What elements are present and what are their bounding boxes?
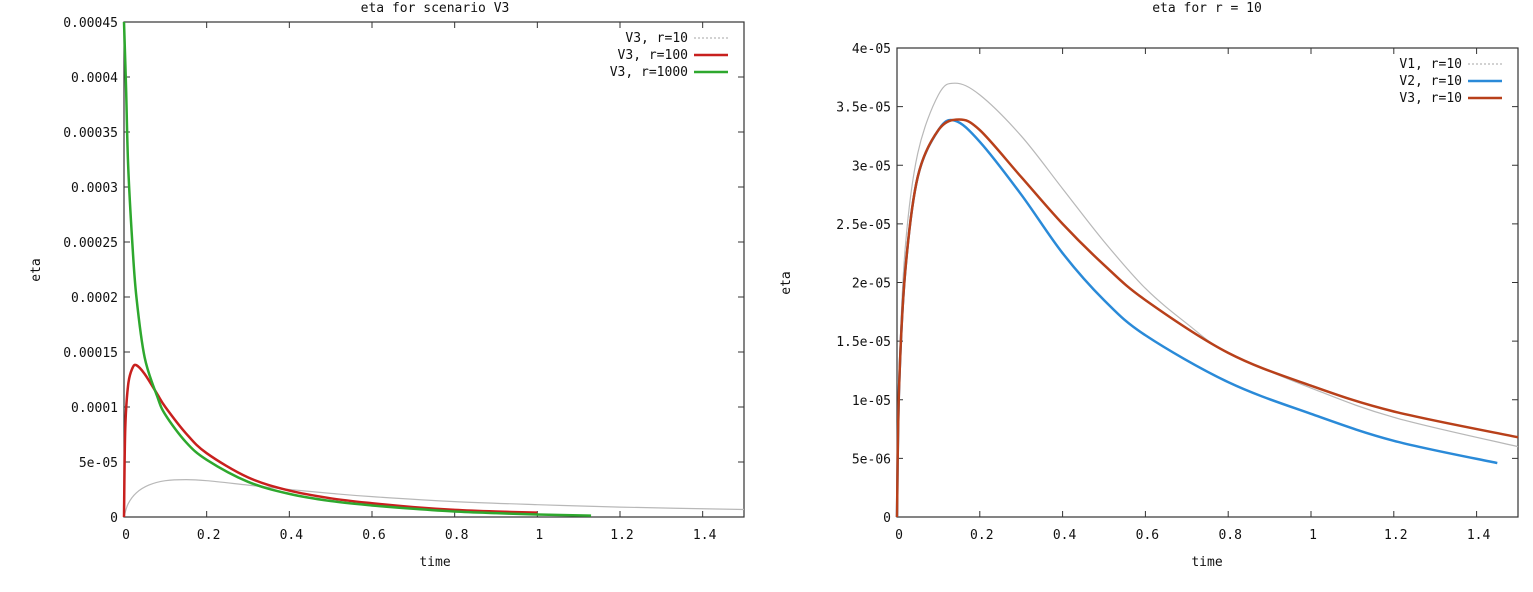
y-axis-label: eta bbox=[29, 258, 44, 281]
x-tick-label: 0.4 bbox=[280, 528, 304, 543]
y-tick-label: 0.00035 bbox=[63, 126, 118, 141]
x-tick-label: 0.8 bbox=[445, 528, 468, 543]
x-tick-label: 0.2 bbox=[197, 528, 220, 543]
x-tick-label: 1.4 bbox=[693, 528, 717, 543]
y-tick-label: 0.0002 bbox=[71, 291, 118, 306]
y-tick-label: 0.00015 bbox=[63, 346, 118, 361]
y-tick-label: 0.0004 bbox=[71, 71, 118, 86]
plot-frame bbox=[896, 47, 1519, 518]
x-tick-label: 0 bbox=[895, 528, 903, 543]
x-tick-label: 1.2 bbox=[610, 528, 633, 543]
x-tick-label: 1.2 bbox=[1384, 528, 1407, 543]
legend-label: V1, r=10 bbox=[1399, 57, 1462, 72]
y-tick-label: 0.0001 bbox=[71, 401, 118, 416]
x-tick-label: 0.6 bbox=[362, 528, 385, 543]
x-tick-label: 0.2 bbox=[970, 528, 993, 543]
legend-label: V3, r=1000 bbox=[610, 65, 688, 80]
x-tick-label: 0 bbox=[122, 528, 130, 543]
chart-title: eta for r = 10 bbox=[1152, 1, 1262, 16]
y-tick-label: 5e-05 bbox=[79, 456, 118, 471]
y-tick-label: 0.00045 bbox=[63, 16, 118, 31]
y-tick-label: 0.0003 bbox=[71, 181, 118, 196]
series-line-2 bbox=[122, 363, 538, 518]
y-tick-label: 0.00025 bbox=[63, 236, 118, 251]
y-tick-label: 1.5e-05 bbox=[836, 335, 891, 350]
y-tick-label: 3e-05 bbox=[852, 159, 891, 174]
series-line-1 bbox=[123, 478, 745, 518]
y-tick-label: 1e-05 bbox=[852, 394, 891, 409]
series-line-3 bbox=[122, 21, 592, 517]
legend-label: V3, r=10 bbox=[625, 31, 688, 46]
legend-label: V3, r=100 bbox=[618, 48, 688, 63]
series-line-1 bbox=[896, 82, 1519, 518]
x-tick-label: 0.8 bbox=[1218, 528, 1241, 543]
y-tick-label: 0 bbox=[883, 511, 891, 526]
legend-label: V2, r=10 bbox=[1399, 74, 1462, 89]
x-tick-label: 1 bbox=[535, 528, 543, 543]
y-tick-label: 2.5e-05 bbox=[836, 218, 891, 233]
x-tick-label: 1 bbox=[1309, 528, 1317, 543]
plot-frame bbox=[123, 21, 745, 518]
x-axis-label: time bbox=[1191, 555, 1222, 570]
legend-label: V3, r=10 bbox=[1399, 91, 1462, 106]
y-tick-label: 5e-06 bbox=[852, 452, 891, 467]
x-tick-label: 0.4 bbox=[1053, 528, 1077, 543]
x-tick-label: 0.6 bbox=[1136, 528, 1159, 543]
series-line-2 bbox=[895, 118, 1498, 518]
x-tick-label: 1.4 bbox=[1467, 528, 1491, 543]
y-tick-label: 2e-05 bbox=[852, 277, 891, 292]
series-line-3 bbox=[895, 118, 1519, 518]
chart-eta-scenario-v3: eta for scenario V3 time eta 0 0.2 0.4 0.6 0… bbox=[29, 1, 745, 570]
y-axis-label: eta bbox=[779, 271, 794, 294]
x-axis-label: time bbox=[419, 555, 450, 570]
y-tick-label: 0 bbox=[110, 511, 118, 526]
chart-title: eta for scenario V3 bbox=[361, 1, 510, 16]
y-tick-label: 4e-05 bbox=[852, 42, 891, 57]
chart-eta-r10: eta for r = 10 time eta 0 0.2 0.4 0.6 0.8 1 1.… bbox=[779, 1, 1519, 570]
y-tick-label: 3.5e-05 bbox=[836, 101, 891, 116]
